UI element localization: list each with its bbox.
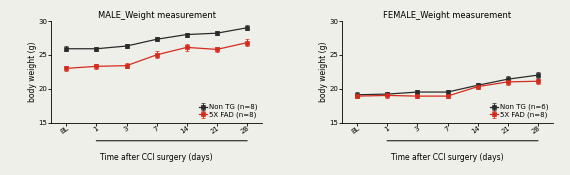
Legend: Non TG (n=8), 5X FAD (n=8): Non TG (n=8), 5X FAD (n=8) [198, 103, 259, 119]
Legend: Non TG (n=6), 5X FAD (n=8): Non TG (n=6), 5X FAD (n=8) [489, 103, 549, 119]
Text: Time after CCI surgery (days): Time after CCI surgery (days) [391, 153, 504, 162]
Title: FEMALE_Weight measurement: FEMALE_Weight measurement [384, 11, 512, 20]
Y-axis label: body weight (g): body weight (g) [28, 41, 36, 102]
Text: Time after CCI surgery (days): Time after CCI surgery (days) [100, 153, 213, 162]
Title: MALE_Weight measurement: MALE_Weight measurement [97, 11, 215, 20]
Y-axis label: body weight (g): body weight (g) [319, 41, 328, 102]
